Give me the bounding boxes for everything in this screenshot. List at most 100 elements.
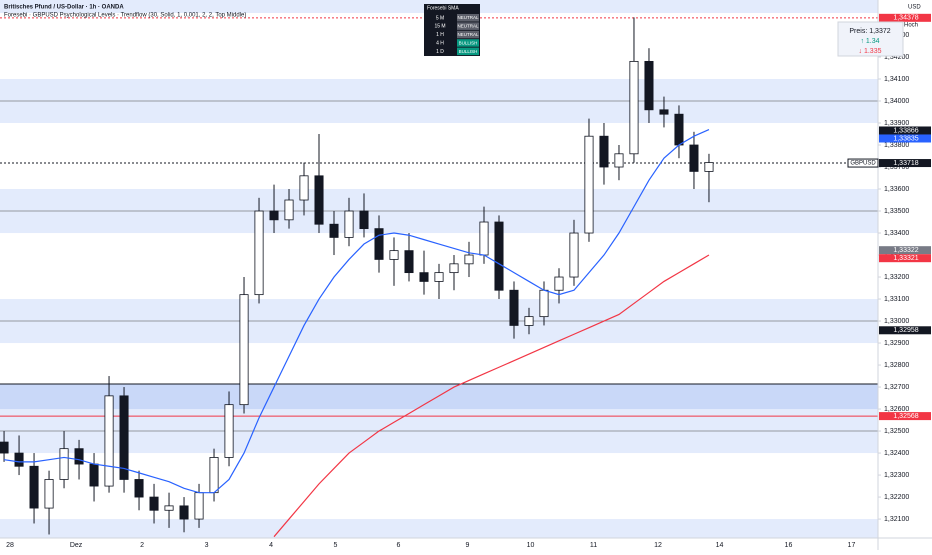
candle-body bbox=[494, 221, 504, 291]
candle-body bbox=[284, 199, 294, 221]
candle-body bbox=[104, 395, 114, 487]
y-tick-label: 1,32500 bbox=[884, 428, 909, 435]
candle-body bbox=[29, 465, 39, 509]
levels bbox=[0, 17, 878, 432]
sma-table: Foresebi SMA 5 M NEUTRAL 15 M NEUTRAL 1 H NEUT… bbox=[424, 4, 480, 56]
x-tick-label: Dez bbox=[70, 542, 83, 549]
price-tag-label: 1,32958 bbox=[893, 327, 918, 334]
candle-body bbox=[59, 448, 69, 480]
candle-body bbox=[389, 250, 399, 260]
price-tag bbox=[879, 126, 931, 135]
candle-body bbox=[464, 254, 474, 265]
table-cell bbox=[457, 30, 479, 39]
x-tick-label: 6 bbox=[397, 542, 401, 549]
x-tick-label: 4 bbox=[269, 542, 273, 549]
candle-body bbox=[314, 175, 324, 225]
y-tick-label: 1,32100 bbox=[884, 516, 909, 523]
price-zone bbox=[0, 519, 878, 538]
table-status: NEUTRAL bbox=[457, 32, 479, 37]
table-status: BULLISH bbox=[459, 40, 478, 45]
candle-body bbox=[164, 505, 174, 511]
candle-body bbox=[224, 404, 234, 458]
candle-body bbox=[149, 496, 159, 511]
high-label: Hoch bbox=[904, 23, 918, 29]
candle-body bbox=[539, 289, 549, 318]
y-tick-label: 1,32200 bbox=[884, 494, 909, 501]
candle-body bbox=[449, 263, 459, 274]
indicator-list: Foresebi · GBPUSD Psychological Levels ·… bbox=[4, 13, 246, 19]
price-tag-label: 1,34378 bbox=[893, 15, 918, 22]
candle-body bbox=[89, 463, 99, 487]
table-status: NEUTRAL bbox=[457, 15, 479, 20]
y-tick-label: 1,32600 bbox=[884, 406, 909, 413]
moving-average bbox=[3, 129, 710, 494]
y-tick-label: 1,33100 bbox=[884, 296, 909, 303]
candle-body bbox=[269, 210, 279, 221]
candle-body bbox=[569, 232, 579, 278]
candle-body bbox=[44, 479, 54, 509]
candle-body bbox=[554, 276, 564, 291]
symbol-tag-label: GBPUSD bbox=[850, 161, 876, 167]
symbol-title: Britisches Pfund / US-Dollar · 1h · OAND… bbox=[4, 5, 124, 11]
candle-body bbox=[209, 457, 219, 494]
candle-body bbox=[179, 505, 189, 520]
y-tick-label: 1,34100 bbox=[884, 76, 909, 83]
moving-average bbox=[273, 254, 710, 538]
price-tag bbox=[879, 254, 931, 263]
table-title: Foresebi SMA bbox=[427, 5, 459, 11]
candle-body bbox=[614, 153, 624, 168]
info-price: Preis: 1,3372 bbox=[849, 28, 890, 35]
y-tick-label: 1,33800 bbox=[884, 142, 909, 149]
table-cell bbox=[457, 22, 479, 30]
y-tick-label: 1,33700 bbox=[884, 164, 909, 171]
candle-body bbox=[239, 294, 249, 406]
candle-body bbox=[704, 162, 714, 172]
table-timeframe: 1 D bbox=[436, 49, 444, 55]
table-timeframe: 15 M bbox=[434, 24, 445, 30]
currency: USD bbox=[908, 5, 921, 11]
table-timeframe: 1 H bbox=[436, 32, 444, 38]
table-timeframe: 5 M bbox=[436, 15, 444, 21]
candle-body bbox=[14, 452, 24, 467]
candle-body bbox=[404, 250, 414, 274]
candle-body bbox=[374, 228, 384, 260]
candle-body bbox=[479, 221, 489, 256]
info-up: ↑ 1.34 bbox=[860, 38, 879, 45]
candle-body bbox=[359, 210, 369, 230]
price-tag-label: 1,33718 bbox=[893, 160, 918, 167]
y-tick-label: 1,32800 bbox=[884, 362, 909, 369]
x-tick-label: 28 bbox=[6, 542, 14, 549]
price-tag-label: 1,32568 bbox=[893, 413, 918, 420]
x-tick-label: 3 bbox=[205, 542, 209, 549]
table-cell bbox=[457, 39, 479, 47]
table-bg bbox=[424, 4, 480, 56]
x-tick-label: 10 bbox=[527, 542, 535, 549]
candle-body bbox=[299, 175, 309, 201]
candle-body bbox=[329, 223, 339, 238]
x-tick-label: 9 bbox=[466, 542, 470, 549]
y-tick-label: 1,32900 bbox=[884, 340, 909, 347]
price-tag-label: 1,33866 bbox=[893, 127, 918, 134]
info-down: ↓ 1.335 bbox=[859, 48, 882, 55]
candle-body bbox=[584, 135, 594, 234]
symbol-tag bbox=[847, 158, 879, 168]
candle-body bbox=[659, 109, 669, 115]
x-tick-label: 17 bbox=[848, 542, 856, 549]
price-tag bbox=[879, 246, 931, 255]
table-cell bbox=[457, 47, 479, 56]
x-tick-label: 12 bbox=[654, 542, 662, 549]
candle-body bbox=[254, 210, 264, 296]
candle-body bbox=[434, 272, 444, 282]
y-tick-label: 1,33500 bbox=[884, 208, 909, 215]
y-tick-label: 1,34000 bbox=[884, 98, 909, 105]
x-tick-label: 2 bbox=[140, 542, 144, 549]
price-tag bbox=[879, 134, 931, 143]
price-tag-label: 1,33321 bbox=[893, 255, 918, 262]
y-tick-label: 1,34200 bbox=[884, 54, 909, 61]
candle-body bbox=[599, 135, 609, 168]
y-tick-label: 1,33400 bbox=[884, 230, 909, 237]
candle-body bbox=[119, 395, 129, 480]
candle-body bbox=[74, 448, 84, 465]
